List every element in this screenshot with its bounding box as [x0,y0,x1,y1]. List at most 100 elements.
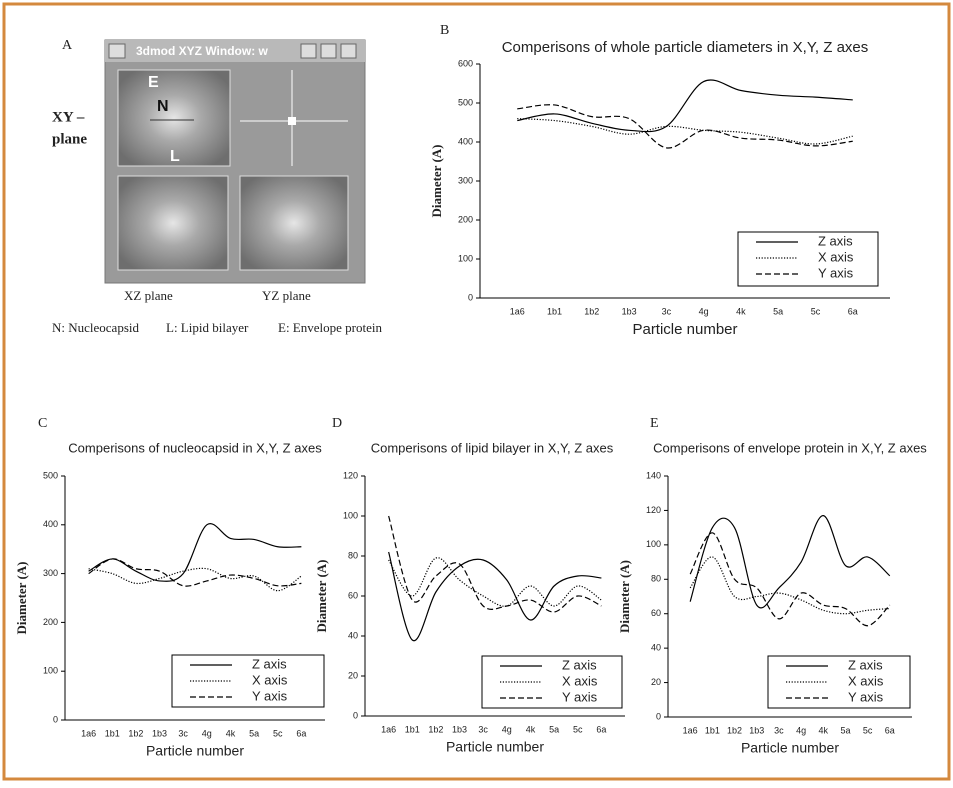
y-tick-label: 60 [651,608,661,618]
y-tick-label: 600 [458,58,473,68]
x-tick-label: 1b2 [727,725,742,735]
x-tick-label: 6a [885,725,895,735]
xz-view [117,175,229,271]
marker-label: E [148,74,159,91]
series-line [388,551,602,642]
legend-label: Z axis [562,657,597,672]
xy-view [117,69,231,167]
y-tick-label: 100 [343,510,358,520]
x-tick-label: 4k [736,306,746,316]
x-tick-label: 1a6 [81,728,96,738]
legend-label: X axis [562,673,598,688]
legend-label: Y axis [818,265,854,280]
key-item: E: Envelope protein [278,320,382,335]
legend-box [737,231,879,287]
y-tick-label: 80 [348,550,358,560]
y-axis-label: Diameter (A) [14,561,29,634]
x-tick-label: 1a6 [510,306,525,316]
y-tick-label: 40 [651,643,661,653]
series-line [88,558,302,587]
y-tick-label: 80 [651,574,661,584]
y-tick-label: 200 [458,214,473,224]
x-axis-label: Particle number [446,739,544,755]
key-item: N: Nucleocapsid [52,320,140,335]
maximize-button[interactable] [320,43,337,59]
window-title: 3dmod XYZ Window: w [136,44,269,58]
view-label: XZ plane [124,288,173,303]
legend-label: Z axis [252,656,287,671]
y-tick-label: 140 [646,470,661,480]
series-line [689,514,891,609]
series-line [388,557,602,607]
x-axis-label: Particle number [146,743,244,759]
x-tick-label: 1b1 [705,725,720,735]
y-tick-label: 500 [43,470,58,480]
y-axis-label: Diameter (A) [314,559,329,632]
panel-label: B [440,23,449,38]
legend-label: X axis [252,672,288,687]
y-tick-label: 100 [646,539,661,549]
x-tick-label: 3c [178,728,188,738]
x-tick-label: 1a6 [683,725,698,735]
x-tick-label: 5a [773,306,783,316]
series-line [88,523,302,582]
x-tick-label: 4g [202,728,212,738]
marker-label: N [157,98,169,115]
y-tick-label: 20 [651,677,661,687]
legend-box [171,654,325,708]
plane-label: plane [52,131,87,147]
panel-label: A [62,38,73,53]
chart-title: Comperisons of envelope protein in X,Y, … [653,440,927,455]
y-tick-label: 300 [43,568,58,578]
y-tick-label: 500 [458,97,473,107]
y-tick-label: 300 [458,175,473,185]
x-tick-label: 1b3 [749,725,764,735]
y-tick-label: 100 [458,253,473,263]
x-tick-label: 1b2 [128,728,143,738]
y-tick-label: 120 [343,470,358,480]
series-line [689,532,891,627]
panel-label: D [332,416,342,431]
x-tick-label: 4k [819,725,829,735]
x-tick-label: 4g [502,724,512,734]
x-tick-label: 6a [848,306,858,316]
y-tick-label: 60 [348,590,358,600]
x-tick-label: 4k [226,728,236,738]
x-tick-label: 4g [796,725,806,735]
x-axis-label: Particle number [741,740,839,756]
plane-label: XY – [52,109,85,125]
x-tick-label: 5c [863,725,873,735]
key-item: L: Lipid bilayer [166,320,249,335]
x-tick-label: 1b1 [405,724,420,734]
x-tick-label: 5a [840,725,850,735]
y-tick-label: 0 [53,714,58,724]
y-tick-label: 100 [43,666,58,676]
x-tick-label: 1a6 [381,724,396,734]
close-button[interactable] [340,43,357,59]
legend-label: X axis [818,249,854,264]
chart-title: Comperisons of nucleocapsid in X,Y, Z ax… [68,440,322,455]
panel-label: E [650,416,659,431]
panel-label: C [38,416,47,431]
legend-label: Y axis [562,689,598,704]
x-tick-label: 1b3 [152,728,167,738]
y-tick-label: 40 [348,630,358,640]
crosshair-center [288,117,296,125]
series-line [88,567,302,592]
y-tick-label: 200 [43,617,58,627]
x-axis-label: Particle number [632,321,737,338]
x-tick-label: 3c [662,306,672,316]
y-tick-label: 400 [43,519,58,529]
menu-button[interactable] [108,43,126,59]
series-line [517,118,853,145]
x-tick-label: 4k [526,724,536,734]
view-label: YZ plane [262,288,311,303]
x-tick-label: 3c [774,725,784,735]
x-tick-label: 4g [699,306,709,316]
series-line [517,104,853,149]
y-tick-label: 120 [646,505,661,515]
x-tick-label: 1b2 [428,724,443,734]
legend-label: Y axis [252,688,288,703]
minimize-button[interactable] [300,43,317,59]
